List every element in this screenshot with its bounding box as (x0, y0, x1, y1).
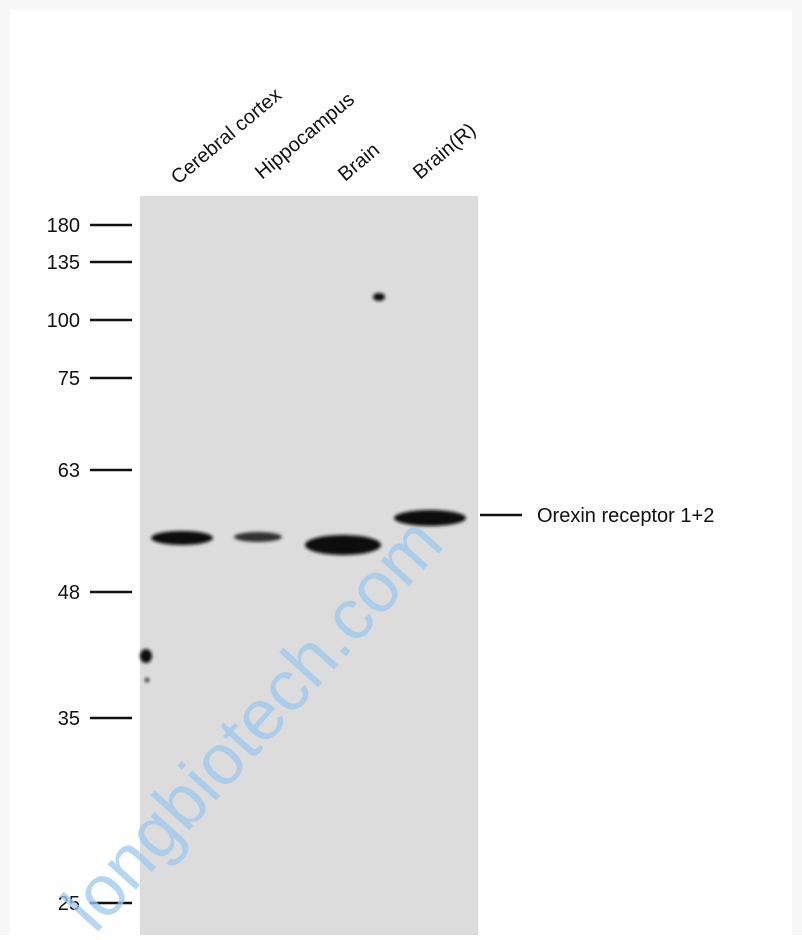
marker-label: 48 (58, 582, 80, 604)
marker-label: 75 (58, 368, 80, 390)
band-label: Orexin receptor 1+2 (537, 505, 714, 527)
marker-label: 135 (47, 252, 80, 274)
band (234, 532, 282, 542)
page: Cerebral cortex Hippocampus Brain Brain(… (0, 0, 802, 935)
marker-label: 63 (58, 460, 80, 482)
spot (140, 649, 152, 663)
spot (145, 678, 149, 682)
marker-label: 100 (47, 310, 80, 332)
marker-label: 180 (47, 215, 80, 237)
spot (373, 293, 385, 301)
marker-label: 35 (58, 708, 80, 730)
band (151, 531, 213, 545)
blot-figure: Cerebral cortex Hippocampus Brain Brain(… (0, 0, 802, 935)
